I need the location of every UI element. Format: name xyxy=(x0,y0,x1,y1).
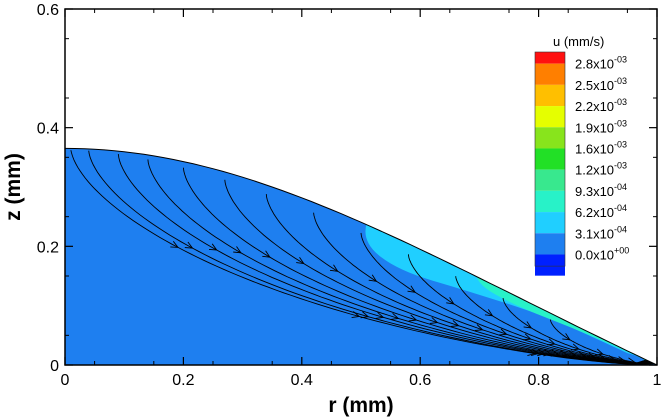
streamline-3 xyxy=(147,159,647,365)
legend-swatch xyxy=(535,106,565,128)
legend-label: 3.1x10-04 xyxy=(575,224,627,241)
streamline-arrow-9-1 xyxy=(522,333,532,341)
legend-swatch xyxy=(535,212,565,234)
streamline-arrow-10-1 xyxy=(547,338,556,346)
streamline-12 xyxy=(549,319,656,365)
streamline-arrow-8-0 xyxy=(407,285,417,293)
x-tick-label: 1 xyxy=(653,372,662,389)
legend-label: 2.5x10-03 xyxy=(575,76,627,93)
streamline-arrow-10-0 xyxy=(484,309,494,317)
streamline-arrow-6-0 xyxy=(329,264,339,272)
x-tick-label: 0.8 xyxy=(527,372,549,389)
y-tick-label: 0.2 xyxy=(37,239,59,256)
streamline-arrow-9-0 xyxy=(446,297,455,305)
legend-swatch xyxy=(535,127,565,149)
streamline-arrow-5-1 xyxy=(429,317,439,324)
streamline-arrow-3-0 xyxy=(233,246,242,254)
legend-border xyxy=(534,51,566,267)
streamline-4 xyxy=(182,167,648,365)
legend-swatch xyxy=(535,63,565,85)
droplet-outline xyxy=(64,147,658,366)
streamline-arrow-7-0 xyxy=(368,274,378,282)
legend-swatch xyxy=(535,169,565,191)
streamline-0 xyxy=(70,150,646,365)
streamline-arrow-8-1 xyxy=(498,328,508,336)
legend-label: 1.9x10-03 xyxy=(575,118,627,135)
streamline-5 xyxy=(224,179,649,365)
x-tick-label: 0.4 xyxy=(291,372,313,389)
legend-swatch xyxy=(535,254,565,276)
legend-swatch xyxy=(535,84,565,107)
y-tick-label: 0.4 xyxy=(37,121,59,138)
streamline-arrow-4-1 xyxy=(408,314,418,322)
y-axis-title: z (mm) xyxy=(2,153,25,221)
streamline-6 xyxy=(265,194,650,365)
axis-ticks xyxy=(64,8,658,366)
streamline-arrow-11-0 xyxy=(523,321,533,329)
streamline-2 xyxy=(117,153,647,365)
streamline-7 xyxy=(313,212,651,365)
streamline-arrow-1-1 xyxy=(360,311,370,319)
streamline-10 xyxy=(455,276,654,365)
streamline-arrow-7-1 xyxy=(474,324,484,331)
x-tick-label: 0.2 xyxy=(172,372,194,389)
x-tick-label: 0 xyxy=(61,372,70,389)
legend-swatch xyxy=(535,233,565,255)
streamline-arrow-12-1 xyxy=(595,348,604,356)
streamline-arrow-11-2 xyxy=(617,356,626,364)
streamline-arrow-6-1 xyxy=(450,320,460,327)
streamline-11 xyxy=(502,298,655,365)
legend-label: 9.3x10-04 xyxy=(575,182,627,199)
streamline-arrow-12-0 xyxy=(562,333,571,341)
streamline-arrow-2-0 xyxy=(208,243,218,251)
streamline-arrow-11-1 xyxy=(571,343,580,351)
y-tick-label: 0.6 xyxy=(37,2,59,19)
legend-title: u (mm/s) xyxy=(553,34,604,49)
legend-label: 2.8x10-03 xyxy=(575,55,627,72)
streamline-arrow-4-0 xyxy=(262,250,271,258)
streamline-8 xyxy=(360,232,652,365)
streamline-arrow-3-1 xyxy=(390,312,400,320)
color-legend: u (mm/s) 2.8x10-03 2.5x10-03 2.2x10-03 1.9x… xyxy=(534,34,629,276)
streamline-1 xyxy=(88,150,646,365)
contour-region-6 xyxy=(630,148,657,365)
streamline-arrow-1-0 xyxy=(184,241,194,249)
legend-label: 0.0x10+00 xyxy=(575,245,629,262)
streamline-arrow-5-0 xyxy=(296,256,305,265)
streamline-arrow-2-1 xyxy=(375,311,385,319)
y-tick-label: 0 xyxy=(50,358,59,375)
streamlines xyxy=(70,150,656,365)
legend-label: 1.2x10-03 xyxy=(575,161,627,178)
legend-label: 2.2x10-03 xyxy=(575,97,627,114)
tick-labels: 0 0.2 0.4 0.6 0.8 1 0 0.2 0.4 0.6 xyxy=(37,2,662,389)
x-axis-title: r (mm) xyxy=(328,394,393,417)
x-tick-label: 0.6 xyxy=(409,372,431,389)
legend-label: 1.6x10-03 xyxy=(575,139,627,156)
legend-swatch-top xyxy=(535,52,565,64)
legend-swatch xyxy=(535,190,565,213)
streamline-arrow-12-2 xyxy=(627,357,636,365)
legend-label: 6.2x10-04 xyxy=(575,203,627,220)
plot-frame xyxy=(64,8,658,366)
streamline-arrow-0-0 xyxy=(170,241,179,248)
legend-swatch xyxy=(535,148,565,170)
streamline-9 xyxy=(407,254,653,365)
